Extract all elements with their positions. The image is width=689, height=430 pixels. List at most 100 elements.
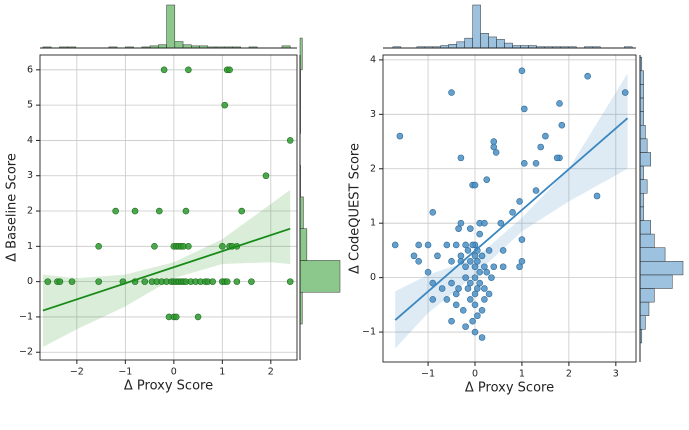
point	[391, 241, 399, 249]
hist-bar	[299, 260, 341, 293]
y-tick-label: 5	[27, 100, 33, 111]
y-tick-label: 0	[27, 276, 33, 287]
point	[471, 181, 479, 189]
hist-bar	[639, 179, 648, 194]
hist-bar	[496, 39, 505, 49]
point	[490, 143, 498, 151]
point	[429, 279, 437, 287]
point	[455, 225, 462, 232]
point	[499, 247, 507, 254]
point	[464, 285, 472, 292]
point	[462, 263, 469, 271]
y-tick-label: −2	[19, 347, 33, 358]
point	[415, 241, 422, 249]
point	[424, 268, 432, 276]
x-tick-label: −1	[118, 367, 132, 378]
point	[457, 154, 465, 162]
x-tick-label: 0	[472, 369, 478, 380]
confidence-band	[42, 189, 291, 347]
y-tick-label: 3	[27, 170, 33, 181]
point	[455, 285, 462, 292]
point	[448, 89, 455, 96]
point	[476, 279, 483, 287]
point	[462, 241, 469, 249]
point	[396, 132, 404, 140]
hist-bar	[639, 97, 644, 112]
point	[459, 306, 467, 314]
point	[457, 219, 465, 227]
point	[448, 279, 455, 287]
point	[226, 66, 233, 74]
y-tick-label: 4	[27, 135, 33, 146]
axes-frame	[382, 54, 637, 363]
point	[516, 263, 523, 271]
point	[490, 263, 498, 271]
point	[262, 172, 270, 180]
point	[532, 187, 540, 194]
point	[434, 252, 441, 260]
point	[160, 66, 168, 74]
hist-bar	[174, 41, 184, 49]
hist-bar	[639, 220, 651, 235]
hist-bar	[639, 274, 673, 289]
y-tick-label: 2	[370, 163, 376, 174]
hist-bar	[299, 196, 304, 229]
hist-bar	[639, 206, 644, 221]
joint-plot: −1 0 1 2 3 −1 0 1 2 3 4 Δ Proxy Score Δ CodeQUEST Sc…	[348, 4, 684, 396]
x-axis-label: Δ Proxy Score	[124, 379, 213, 394]
hist-bar	[639, 165, 644, 180]
y-tick-label: −1	[362, 327, 376, 338]
point	[95, 278, 102, 285]
point	[209, 278, 216, 285]
hist-bar	[639, 261, 684, 276]
point	[182, 207, 190, 215]
point	[499, 263, 507, 271]
point	[467, 296, 474, 303]
point	[471, 301, 479, 309]
point	[443, 296, 451, 303]
y-tick-label: 3	[370, 109, 376, 120]
point	[415, 257, 422, 265]
point	[410, 252, 418, 260]
point	[518, 67, 526, 75]
y-axis-label: Δ Baseline Score	[5, 153, 20, 262]
point	[488, 274, 495, 281]
hist-bar	[464, 37, 473, 49]
confidence-band	[395, 73, 628, 349]
point	[448, 317, 455, 325]
point	[44, 278, 52, 285]
hist-bar	[639, 233, 655, 248]
hist-bar	[480, 33, 489, 49]
hist-bar	[166, 4, 176, 49]
point	[469, 241, 476, 249]
point	[471, 290, 479, 298]
y-tick-label: 1	[370, 218, 376, 229]
point	[464, 247, 472, 254]
hist-bar	[488, 36, 497, 49]
point	[584, 72, 591, 80]
regression-line	[42, 227, 291, 312]
point	[542, 132, 549, 140]
point	[68, 278, 76, 285]
y-tick-label: 4	[370, 54, 376, 65]
point	[481, 219, 488, 227]
point	[56, 278, 64, 285]
point	[471, 274, 479, 281]
x-axis-label: Δ Proxy Score	[465, 381, 554, 396]
point	[443, 241, 451, 249]
point	[492, 149, 500, 156]
point	[516, 198, 523, 205]
point	[452, 290, 460, 298]
point	[223, 278, 231, 285]
x-tick-label: 0	[171, 367, 177, 378]
point	[478, 252, 486, 260]
point	[471, 252, 479, 260]
point	[474, 312, 481, 320]
x-tick-label: 1	[519, 369, 525, 380]
point	[462, 274, 469, 281]
point	[474, 257, 481, 265]
point	[221, 101, 229, 109]
hist-bar	[639, 288, 655, 303]
hist-bar	[639, 138, 648, 153]
